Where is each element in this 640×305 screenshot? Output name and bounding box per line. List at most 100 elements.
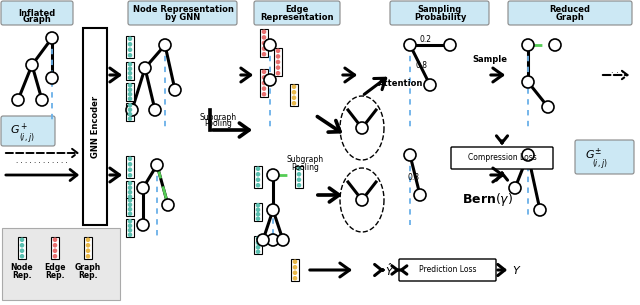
Bar: [295, 166, 303, 188]
Circle shape: [509, 182, 521, 194]
Circle shape: [264, 39, 276, 51]
Circle shape: [262, 75, 266, 80]
Circle shape: [256, 245, 260, 249]
Text: $(i,j)$: $(i,j)$: [19, 131, 35, 145]
Circle shape: [20, 238, 24, 242]
Circle shape: [256, 249, 260, 254]
Circle shape: [292, 84, 296, 89]
Circle shape: [256, 183, 260, 188]
Circle shape: [52, 254, 58, 259]
FancyBboxPatch shape: [1, 116, 55, 146]
Circle shape: [267, 169, 279, 181]
Circle shape: [297, 167, 301, 171]
Bar: [84, 237, 92, 259]
Bar: [2, 228, 120, 300]
Bar: [260, 69, 268, 97]
Circle shape: [297, 178, 301, 182]
Circle shape: [264, 74, 276, 86]
Bar: [126, 62, 134, 80]
Circle shape: [256, 207, 260, 212]
Bar: [126, 156, 134, 178]
Circle shape: [128, 37, 132, 41]
Circle shape: [262, 81, 266, 85]
Circle shape: [128, 162, 132, 167]
Text: 0.2: 0.2: [419, 35, 431, 45]
Text: · · · · · · · · · · · ·: · · · · · · · · · · · ·: [16, 160, 68, 166]
Circle shape: [257, 234, 269, 246]
Bar: [126, 103, 134, 121]
Circle shape: [169, 84, 181, 96]
Circle shape: [128, 232, 132, 237]
Circle shape: [52, 249, 58, 253]
Circle shape: [126, 104, 138, 116]
Text: Inflated: Inflated: [19, 9, 56, 17]
Circle shape: [277, 234, 289, 246]
Circle shape: [534, 204, 546, 216]
Text: Prediction Loss: Prediction Loss: [419, 265, 477, 275]
Text: Subgraph: Subgraph: [287, 156, 324, 164]
Circle shape: [52, 238, 58, 242]
Circle shape: [356, 194, 368, 206]
Text: Reduced: Reduced: [550, 5, 591, 15]
Circle shape: [128, 96, 132, 101]
Text: Pooling: Pooling: [204, 120, 232, 128]
Circle shape: [256, 203, 260, 207]
Bar: [126, 219, 134, 237]
Circle shape: [297, 183, 301, 188]
Circle shape: [404, 149, 416, 161]
Text: $Y$: $Y$: [512, 264, 522, 276]
Circle shape: [128, 219, 132, 224]
Circle shape: [86, 243, 90, 248]
Text: Representation: Representation: [260, 13, 333, 23]
Text: Sampling: Sampling: [418, 5, 462, 15]
Circle shape: [522, 39, 534, 51]
Circle shape: [256, 217, 260, 221]
FancyBboxPatch shape: [254, 1, 340, 25]
Circle shape: [128, 181, 132, 185]
Circle shape: [292, 265, 298, 270]
Text: GNN Encoder: GNN Encoder: [90, 96, 99, 158]
Text: Attention: Attention: [378, 78, 424, 88]
Circle shape: [128, 207, 132, 212]
Circle shape: [128, 103, 132, 108]
Circle shape: [12, 94, 24, 106]
Text: Rep.: Rep.: [12, 271, 32, 279]
Text: Sample: Sample: [472, 56, 507, 64]
Circle shape: [542, 101, 554, 113]
Circle shape: [292, 101, 296, 106]
Circle shape: [128, 53, 132, 58]
Circle shape: [151, 159, 163, 171]
Circle shape: [128, 75, 132, 80]
Circle shape: [128, 71, 132, 76]
Circle shape: [128, 107, 132, 112]
Circle shape: [414, 189, 426, 201]
Bar: [254, 236, 262, 254]
Text: Edge: Edge: [285, 5, 308, 15]
Bar: [126, 83, 134, 101]
FancyBboxPatch shape: [128, 1, 237, 25]
FancyBboxPatch shape: [575, 140, 634, 174]
Circle shape: [159, 39, 171, 51]
Circle shape: [139, 62, 151, 74]
FancyBboxPatch shape: [508, 1, 632, 25]
Text: Compression Loss: Compression Loss: [468, 153, 536, 163]
Circle shape: [128, 66, 132, 71]
Text: $G^{\pm}$: $G^{\pm}$: [585, 146, 602, 162]
Circle shape: [128, 190, 132, 195]
Circle shape: [256, 167, 260, 171]
FancyBboxPatch shape: [1, 1, 73, 25]
Circle shape: [128, 83, 132, 88]
Circle shape: [149, 104, 161, 116]
Bar: [126, 181, 134, 199]
Circle shape: [128, 228, 132, 232]
Circle shape: [444, 39, 456, 51]
Circle shape: [128, 198, 132, 203]
Circle shape: [262, 46, 266, 51]
Circle shape: [276, 54, 280, 59]
Circle shape: [128, 203, 132, 207]
Bar: [126, 198, 134, 216]
Text: $\mathbf{Bern}(\gamma)$: $\mathbf{Bern}(\gamma)$: [462, 192, 513, 209]
Circle shape: [292, 260, 298, 264]
Circle shape: [262, 35, 266, 40]
Circle shape: [128, 185, 132, 190]
